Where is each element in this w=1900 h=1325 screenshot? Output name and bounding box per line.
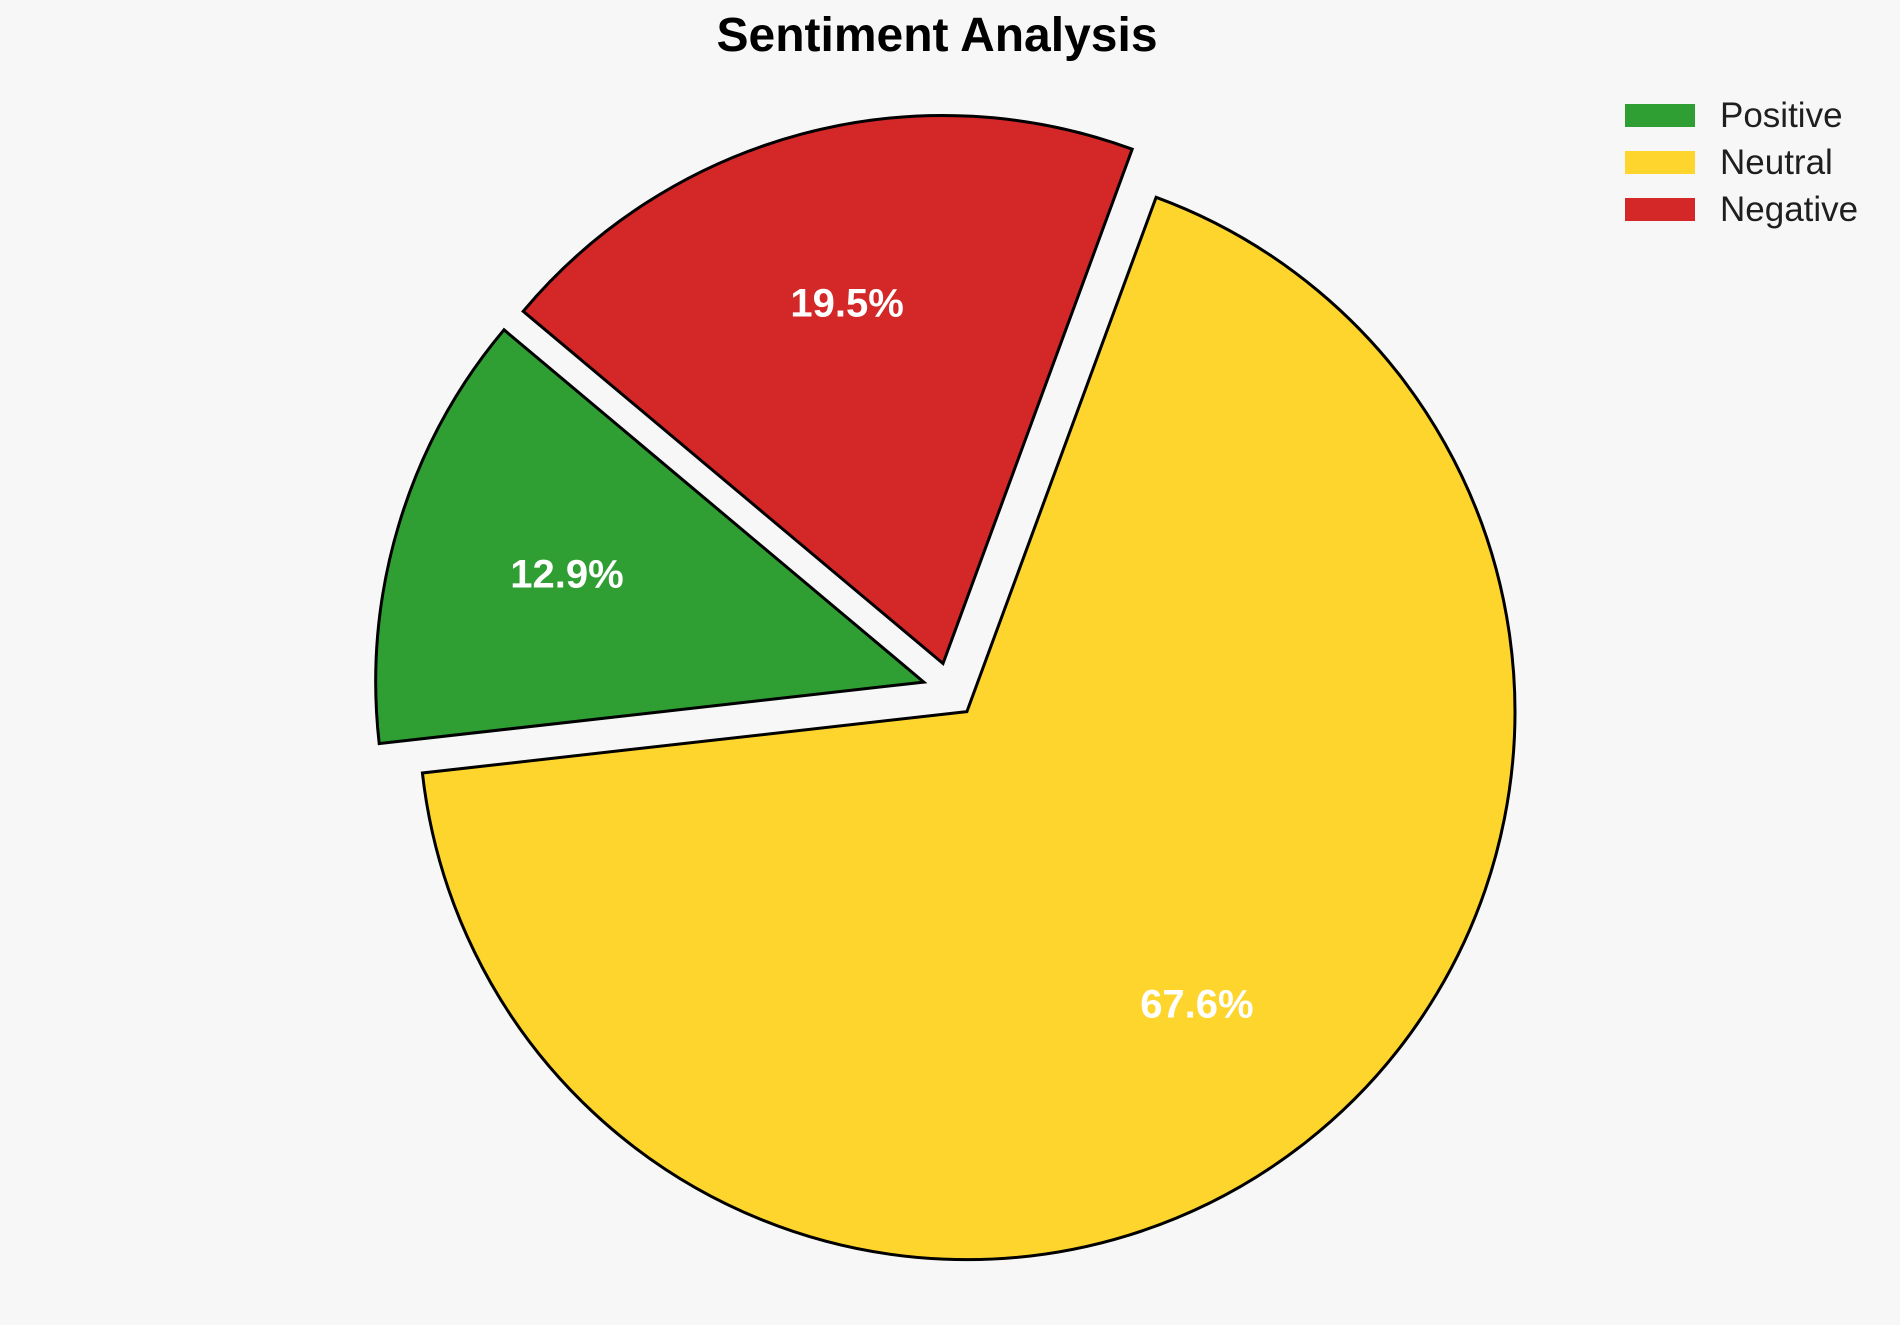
legend-swatch-positive bbox=[1625, 104, 1695, 127]
legend-swatch-neutral bbox=[1625, 151, 1695, 174]
pie-slice-positive bbox=[374, 327, 928, 746]
legend: Positive Neutral Negative bbox=[1625, 92, 1858, 233]
pct-label-neutral: 67.6% bbox=[1140, 983, 1253, 1027]
legend-swatch-negative bbox=[1625, 198, 1695, 221]
legend-item-neutral: Neutral bbox=[1625, 139, 1858, 186]
legend-label-neutral: Neutral bbox=[1720, 143, 1833, 182]
pct-label-positive: 12.9% bbox=[510, 553, 623, 597]
legend-item-negative: Negative bbox=[1625, 186, 1858, 233]
legend-item-positive: Positive bbox=[1625, 92, 1858, 139]
pie-slice-negative bbox=[521, 114, 1135, 667]
legend-label-negative: Negative bbox=[1720, 190, 1859, 229]
pct-label-negative: 19.5% bbox=[790, 281, 903, 325]
pie-slice-neutral bbox=[420, 195, 1517, 1262]
legend-label-positive: Positive bbox=[1720, 96, 1843, 135]
chart-title: Sentiment Analysis bbox=[716, 9, 1158, 62]
